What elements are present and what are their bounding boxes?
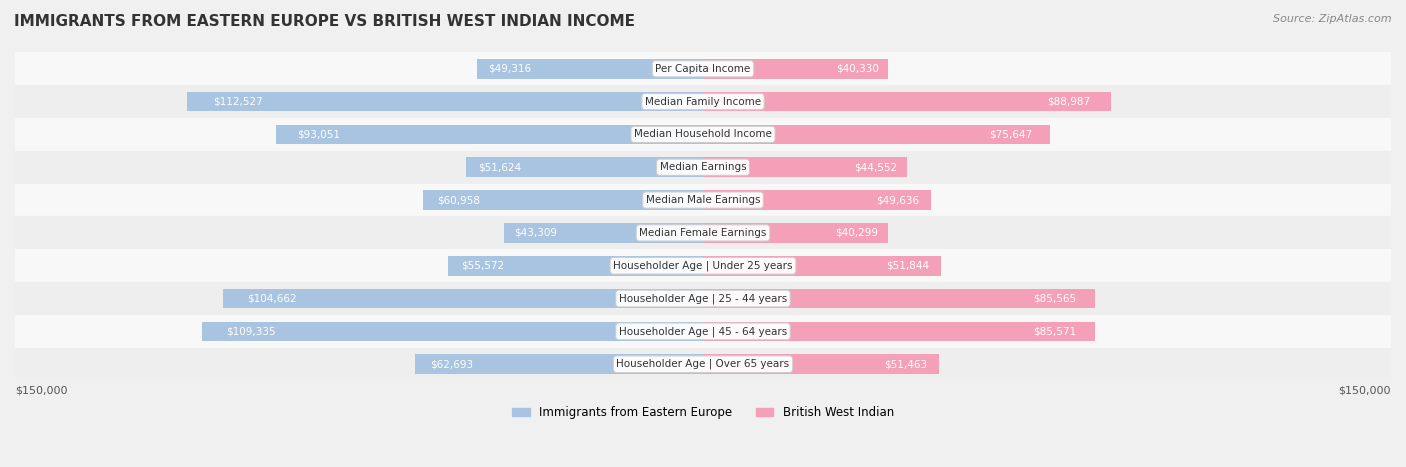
Text: Median Female Earnings: Median Female Earnings bbox=[640, 228, 766, 238]
Bar bbox=[15, 282, 1391, 315]
Bar bbox=[15, 118, 1391, 151]
Bar bbox=[505, 223, 703, 243]
Text: Per Capita Income: Per Capita Income bbox=[655, 64, 751, 74]
Text: $60,958: $60,958 bbox=[437, 195, 481, 205]
Text: Median Male Earnings: Median Male Earnings bbox=[645, 195, 761, 205]
Text: $93,051: $93,051 bbox=[298, 129, 340, 140]
Bar bbox=[703, 223, 887, 243]
Bar bbox=[703, 354, 939, 374]
Bar bbox=[15, 85, 1391, 118]
Bar bbox=[201, 321, 703, 341]
Text: Householder Age | Over 65 years: Householder Age | Over 65 years bbox=[616, 359, 790, 369]
Bar bbox=[15, 315, 1391, 348]
Bar bbox=[477, 59, 703, 78]
Text: Householder Age | Under 25 years: Householder Age | Under 25 years bbox=[613, 261, 793, 271]
Bar bbox=[276, 125, 703, 144]
Bar bbox=[703, 157, 907, 177]
Text: Median Family Income: Median Family Income bbox=[645, 97, 761, 106]
Bar bbox=[15, 249, 1391, 282]
Bar bbox=[15, 217, 1391, 249]
Bar bbox=[15, 151, 1391, 184]
Text: IMMIGRANTS FROM EASTERN EUROPE VS BRITISH WEST INDIAN INCOME: IMMIGRANTS FROM EASTERN EUROPE VS BRITIS… bbox=[14, 14, 636, 29]
Bar bbox=[449, 256, 703, 276]
Bar bbox=[703, 92, 1111, 112]
Bar bbox=[187, 92, 703, 112]
Bar bbox=[703, 321, 1095, 341]
Text: $51,844: $51,844 bbox=[886, 261, 929, 271]
Text: Median Earnings: Median Earnings bbox=[659, 162, 747, 172]
Legend: Immigrants from Eastern Europe, British West Indian: Immigrants from Eastern Europe, British … bbox=[508, 402, 898, 424]
Bar bbox=[423, 190, 703, 210]
Bar bbox=[703, 256, 941, 276]
Text: $109,335: $109,335 bbox=[226, 326, 276, 336]
Text: $85,571: $85,571 bbox=[1033, 326, 1076, 336]
Text: $51,463: $51,463 bbox=[884, 359, 927, 369]
Text: $85,565: $85,565 bbox=[1033, 294, 1076, 304]
Bar bbox=[415, 354, 703, 374]
Text: $49,316: $49,316 bbox=[488, 64, 531, 74]
Bar bbox=[15, 184, 1391, 217]
Text: Median Household Income: Median Household Income bbox=[634, 129, 772, 140]
Text: $104,662: $104,662 bbox=[247, 294, 297, 304]
Text: $49,636: $49,636 bbox=[876, 195, 920, 205]
Bar bbox=[15, 52, 1391, 85]
Text: $40,330: $40,330 bbox=[835, 64, 879, 74]
Text: $55,572: $55,572 bbox=[461, 261, 503, 271]
Text: $150,000: $150,000 bbox=[1339, 386, 1391, 396]
Text: $40,299: $40,299 bbox=[835, 228, 879, 238]
Bar bbox=[703, 190, 931, 210]
Text: $44,552: $44,552 bbox=[853, 162, 897, 172]
Text: Householder Age | 45 - 64 years: Householder Age | 45 - 64 years bbox=[619, 326, 787, 337]
Bar bbox=[224, 289, 703, 308]
Bar bbox=[15, 348, 1391, 381]
Bar bbox=[703, 289, 1095, 308]
Bar bbox=[703, 125, 1050, 144]
Text: $88,987: $88,987 bbox=[1047, 97, 1091, 106]
Bar bbox=[703, 59, 889, 78]
Bar bbox=[467, 157, 703, 177]
Text: Householder Age | 25 - 44 years: Householder Age | 25 - 44 years bbox=[619, 293, 787, 304]
Text: $51,624: $51,624 bbox=[478, 162, 522, 172]
Text: $150,000: $150,000 bbox=[15, 386, 67, 396]
Text: $112,527: $112,527 bbox=[212, 97, 263, 106]
Text: $43,309: $43,309 bbox=[515, 228, 557, 238]
Text: $62,693: $62,693 bbox=[430, 359, 472, 369]
Text: $75,647: $75,647 bbox=[990, 129, 1032, 140]
Text: Source: ZipAtlas.com: Source: ZipAtlas.com bbox=[1274, 14, 1392, 24]
